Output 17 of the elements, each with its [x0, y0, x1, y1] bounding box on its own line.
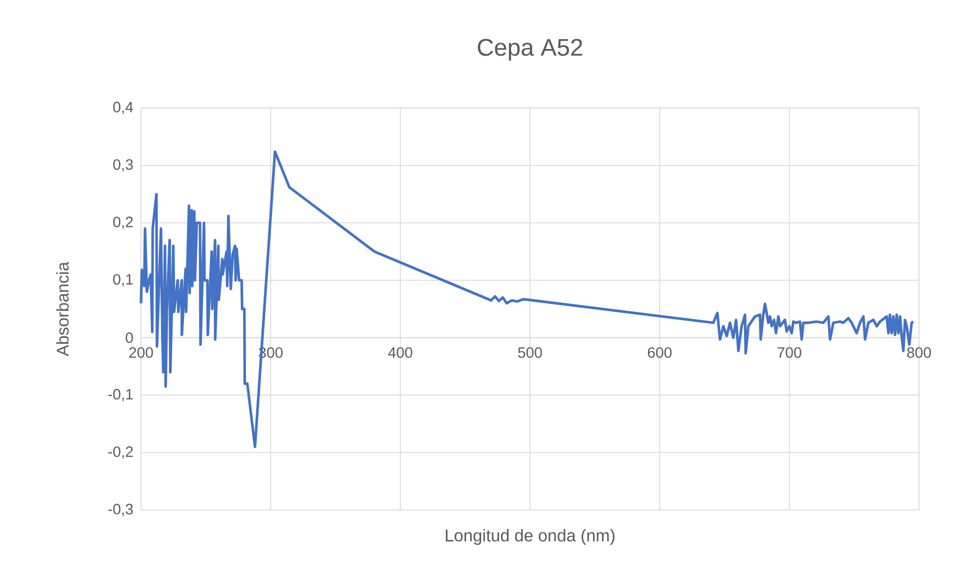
- x-tick-label: 700: [778, 347, 802, 358]
- x-tick-label: 800: [907, 347, 931, 358]
- y-tick-label: -0,1: [108, 388, 133, 402]
- y-tick-label: 0,3: [113, 159, 133, 172]
- y-tick-label: 0,4: [113, 102, 134, 114]
- y-tick-label: -0,3: [108, 504, 133, 516]
- x-axis-title: Longitud de onda (nm): [446, 529, 614, 545]
- x-tick-label: 200: [129, 347, 153, 358]
- y-tick-label: -0,2: [108, 446, 133, 459]
- y-axis-title: Absorbancia: [56, 262, 69, 356]
- y-tick-label: 0,2: [113, 216, 133, 230]
- y-tick-label: 0,1: [113, 274, 133, 286]
- y-tick-label: 0: [126, 332, 133, 344]
- x-tick-label: 600: [648, 347, 672, 358]
- x-tick-label: 400: [388, 347, 412, 358]
- chart-title: Cepa A52: [478, 38, 582, 61]
- x-tick-label: 500: [518, 347, 542, 358]
